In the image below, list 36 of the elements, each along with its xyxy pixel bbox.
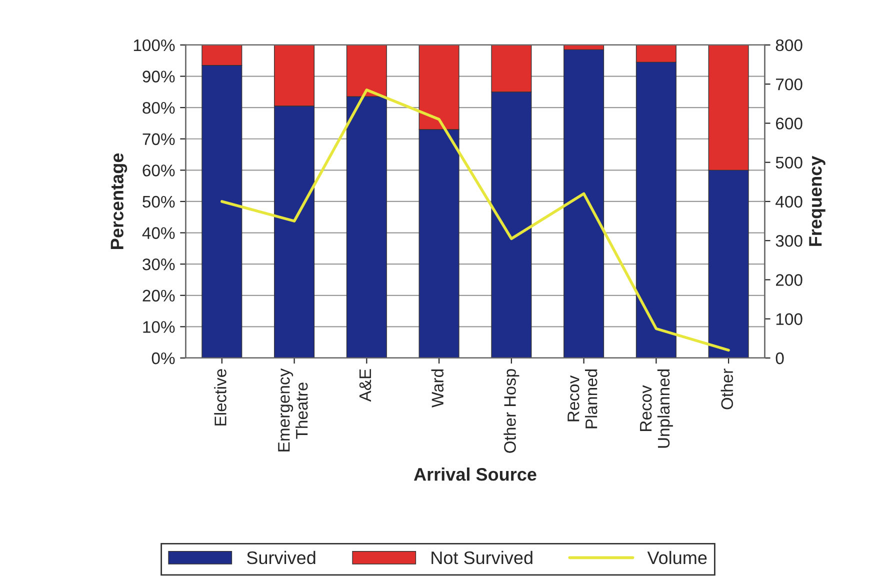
y2-tick-label: 400 [776,196,802,208]
legend-label: Not Survived [432,550,532,564]
y-tick-label: 100% [134,39,175,52]
y2-tick-label: 700 [776,78,802,90]
bar [564,49,604,358]
y-axis-title: Percentage [110,153,128,249]
y-tick-label: 90% [142,70,175,82]
legend-label: Volume [647,550,707,564]
y2-tick-label: 500 [776,156,802,169]
legend-label: Survived [246,550,316,564]
line-series [220,88,730,352]
x-tick-label: Recov Unplanned [640,369,673,448]
y-tick-label: 80% [142,102,175,114]
y-tick-label: 40% [142,227,175,239]
x-tick-label: Other [720,368,734,410]
y2-tick-label: 800 [776,39,802,52]
y-tick-label: 30% [142,258,175,270]
x-tick-label: Other Hosp [504,369,520,453]
y2-tick-label: 600 [776,118,802,130]
x-axis-title: Arrival Source [414,468,536,481]
x-tick-label: Elective [214,369,226,426]
y-tick-label: 20% [142,290,175,302]
y2-axis-title: Frequency [809,156,826,246]
y-tick-label: 60% [142,164,175,176]
y2-tick-label: 100 [776,313,802,326]
y-tick-label: 0% [152,352,175,364]
y-tick-label: 10% [143,321,175,333]
x-tick-label: Ward [431,369,444,408]
x-tick-label: Emergency Theatre [278,368,308,452]
y-tick-label: 70% [142,133,175,146]
y2-tick-label: 0 [776,352,784,364]
y2-tick-label: 300 [776,235,802,247]
y2-tick-label: 200 [776,274,802,286]
y-tick-label: 50% [142,196,175,208]
x-tick-label: Recov Planned [568,369,598,428]
x-tick-label: A&E [359,369,372,402]
